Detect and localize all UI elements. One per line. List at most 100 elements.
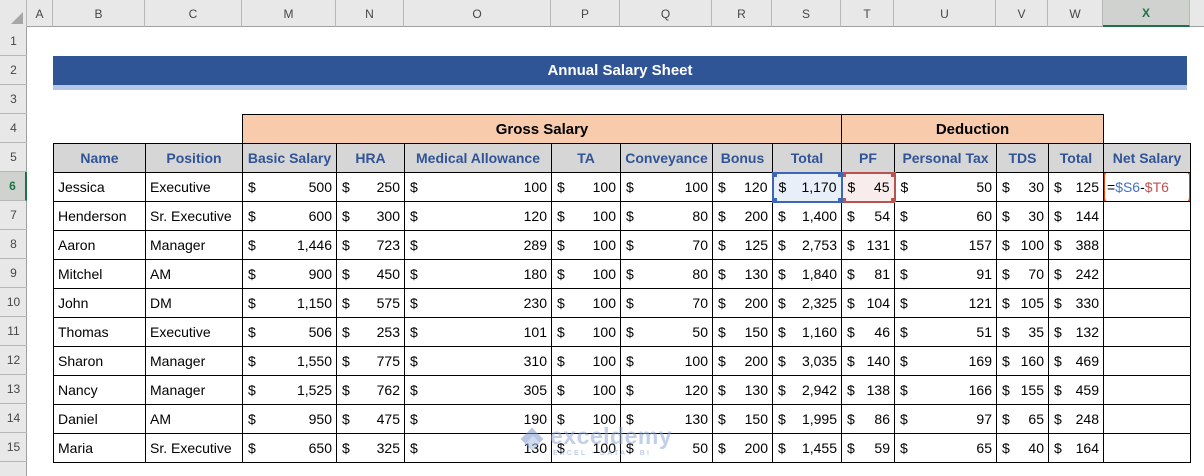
row-header-11[interactable]: 11 [0, 317, 27, 346]
row-header-2[interactable]: 2 [0, 56, 27, 85]
cell-V13[interactable]: $155 [996, 375, 1049, 405]
cell-P7[interactable]: $100 [551, 201, 621, 231]
column-header-W[interactable]: W [1048, 0, 1103, 27]
cell-X15[interactable] [1103, 433, 1191, 463]
cell-X10[interactable] [1103, 288, 1191, 318]
cell-B6[interactable]: Jessica [53, 172, 146, 202]
select-all-corner[interactable] [0, 0, 27, 27]
cell-O7[interactable]: $120 [404, 201, 552, 231]
cell-U9[interactable]: $91 [894, 259, 997, 289]
cell-M11[interactable]: $506 [242, 317, 337, 347]
cell-B4[interactable] [53, 114, 243, 144]
column-header-V[interactable]: V [996, 0, 1048, 27]
row-header-15[interactable]: 15 [0, 433, 27, 462]
column-header-B[interactable]: B [53, 0, 145, 27]
cell-U12[interactable]: $169 [894, 346, 997, 376]
cell-U14[interactable]: $97 [894, 404, 997, 434]
row-header-13[interactable]: 13 [0, 375, 27, 404]
column-header-cell-O5[interactable]: Medical Allowance [404, 143, 552, 173]
cell-U10[interactable]: $121 [894, 288, 997, 318]
cell-C13[interactable]: Manager [145, 375, 243, 405]
cell-N10[interactable]: $575 [336, 288, 405, 318]
cell-X7[interactable] [1103, 201, 1191, 231]
cell-C12[interactable]: Manager [145, 346, 243, 376]
cell-Q13[interactable]: $120 [620, 375, 713, 405]
cell-M7[interactable]: $600 [242, 201, 337, 231]
cell-P11[interactable]: $100 [551, 317, 621, 347]
column-header-M[interactable]: M [242, 0, 336, 27]
cell-T7[interactable]: $54 [841, 201, 895, 231]
cell-V15[interactable]: $40 [996, 433, 1049, 463]
cell-V11[interactable]: $35 [996, 317, 1049, 347]
cell-T6[interactable]: $45 [840, 171, 896, 203]
cell-O9[interactable]: $180 [404, 259, 552, 289]
cell-P8[interactable]: $100 [551, 230, 621, 260]
range-handle-icon[interactable] [774, 197, 777, 200]
row-header-1[interactable]: 1 [0, 27, 27, 56]
cell-U7[interactable]: $60 [894, 201, 997, 231]
cell-Q14[interactable]: $130 [620, 404, 713, 434]
cell-V8[interactable]: $100 [996, 230, 1049, 260]
cell-V6[interactable]: $30 [996, 172, 1049, 202]
cell-O15[interactable]: $130 [404, 433, 552, 463]
cell-Q15[interactable]: $50 [620, 433, 713, 463]
cell-S13[interactable]: $2,942 [772, 375, 842, 405]
row-header-7[interactable]: 7 [0, 201, 27, 230]
cell-T13[interactable]: $138 [841, 375, 895, 405]
column-header-cell-R5[interactable]: Bonus [712, 143, 773, 173]
column-header-O[interactable]: O [404, 0, 551, 27]
cell-Q10[interactable]: $70 [620, 288, 713, 318]
cell-V10[interactable]: $105 [996, 288, 1049, 318]
cell-N6[interactable]: $250 [336, 172, 405, 202]
column-header-N[interactable]: N [336, 0, 404, 27]
cell-P12[interactable]: $100 [551, 346, 621, 376]
cell-N13[interactable]: $762 [336, 375, 405, 405]
cell-B12[interactable]: Sharon [53, 346, 146, 376]
row-header-12[interactable]: 12 [0, 346, 27, 375]
cell-U15[interactable]: $65 [894, 433, 997, 463]
cell-C9[interactable]: AM [145, 259, 243, 289]
cell-W12[interactable]: $469 [1048, 346, 1104, 376]
cell-W6[interactable]: $125 [1048, 172, 1104, 202]
column-header-cell-X5[interactable]: Net Salary [1103, 143, 1191, 173]
cell-O11[interactable]: $101 [404, 317, 552, 347]
row-header-6[interactable]: 6 [0, 172, 27, 201]
cell-T8[interactable]: $131 [841, 230, 895, 260]
cell-B8[interactable]: Aaron [53, 230, 146, 260]
cell-T10[interactable]: $104 [841, 288, 895, 318]
cell-B11[interactable]: Thomas [53, 317, 146, 347]
cell-S10[interactable]: $2,325 [772, 288, 842, 318]
cell-W14[interactable]: $248 [1048, 404, 1104, 434]
column-header-U[interactable]: U [894, 0, 996, 27]
row-header-8[interactable]: 8 [0, 230, 27, 259]
cell-S15[interactable]: $1,455 [772, 433, 842, 463]
cell-O14[interactable]: $190 [404, 404, 552, 434]
cell-O12[interactable]: $310 [404, 346, 552, 376]
cell-X13[interactable] [1103, 375, 1191, 405]
column-header-cell-T5[interactable]: PF [841, 143, 895, 173]
cell-R13[interactable]: $130 [712, 375, 773, 405]
cell-P13[interactable]: $100 [551, 375, 621, 405]
cell-U8[interactable]: $157 [894, 230, 997, 260]
cell-M10[interactable]: $1,150 [242, 288, 337, 318]
cell-T12[interactable]: $140 [841, 346, 895, 376]
cell-R6[interactable]: $120 [712, 172, 773, 202]
row-header-10[interactable]: 10 [0, 288, 27, 317]
cell-R7[interactable]: $200 [712, 201, 773, 231]
cell-R12[interactable]: $200 [712, 346, 773, 376]
column-header-cell-P5[interactable]: TA [551, 143, 621, 173]
sheet-title-cell[interactable]: Annual Salary Sheet [53, 56, 1187, 85]
row-header-5[interactable]: 5 [0, 143, 27, 172]
cell-M13[interactable]: $1,525 [242, 375, 337, 405]
column-header-cell-M5[interactable]: Basic Salary [242, 143, 337, 173]
cell-S8[interactable]: $2,753 [772, 230, 842, 260]
cell-V7[interactable]: $30 [996, 201, 1049, 231]
cell-S9[interactable]: $1,840 [772, 259, 842, 289]
column-header-Q[interactable]: Q [620, 0, 712, 27]
cell-B9[interactable]: Mitchel [53, 259, 146, 289]
cell-W11[interactable]: $132 [1048, 317, 1104, 347]
cell-S7[interactable]: $1,400 [772, 201, 842, 231]
range-handle-icon[interactable] [774, 174, 777, 177]
column-header-cell-C5[interactable]: Position [145, 143, 243, 173]
cell-X14[interactable] [1103, 404, 1191, 434]
